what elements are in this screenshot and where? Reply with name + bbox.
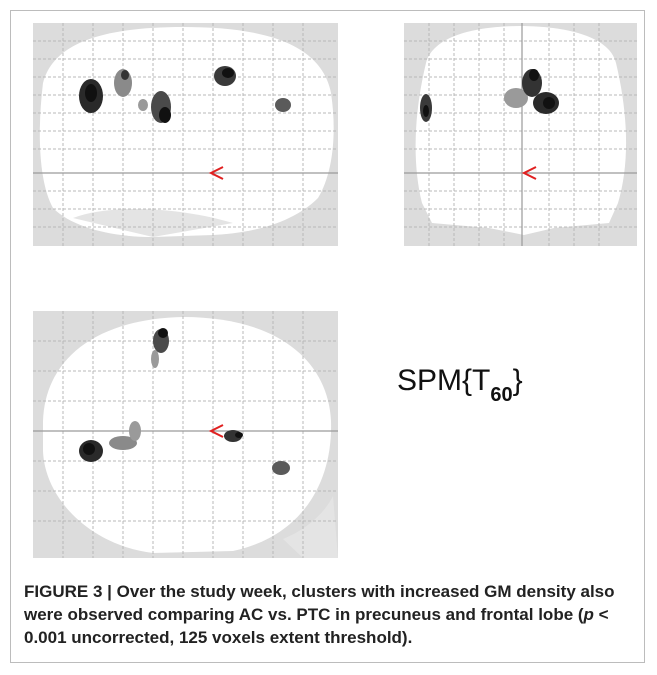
axial-clusters: [79, 328, 290, 475]
coronal-clusters: [420, 69, 559, 122]
figure-caption: FIGURE 3 | Over the study week, clusters…: [24, 582, 615, 647]
sagittal-brain-outline: [39, 27, 334, 237]
axial-view: [33, 311, 338, 558]
sagittal-view: [33, 23, 338, 246]
coronal-view: [404, 23, 637, 246]
axial-brain-outline: [43, 317, 332, 553]
axial-origin-marker: [208, 424, 224, 438]
sagittal-clusters: [79, 66, 291, 123]
coronal-origin-marker: [521, 166, 537, 180]
statistic-label: SPM{T60}: [397, 364, 523, 406]
sagittal-origin-marker: [208, 166, 224, 180]
caption-label: FIGURE 3 |: [24, 582, 112, 601]
